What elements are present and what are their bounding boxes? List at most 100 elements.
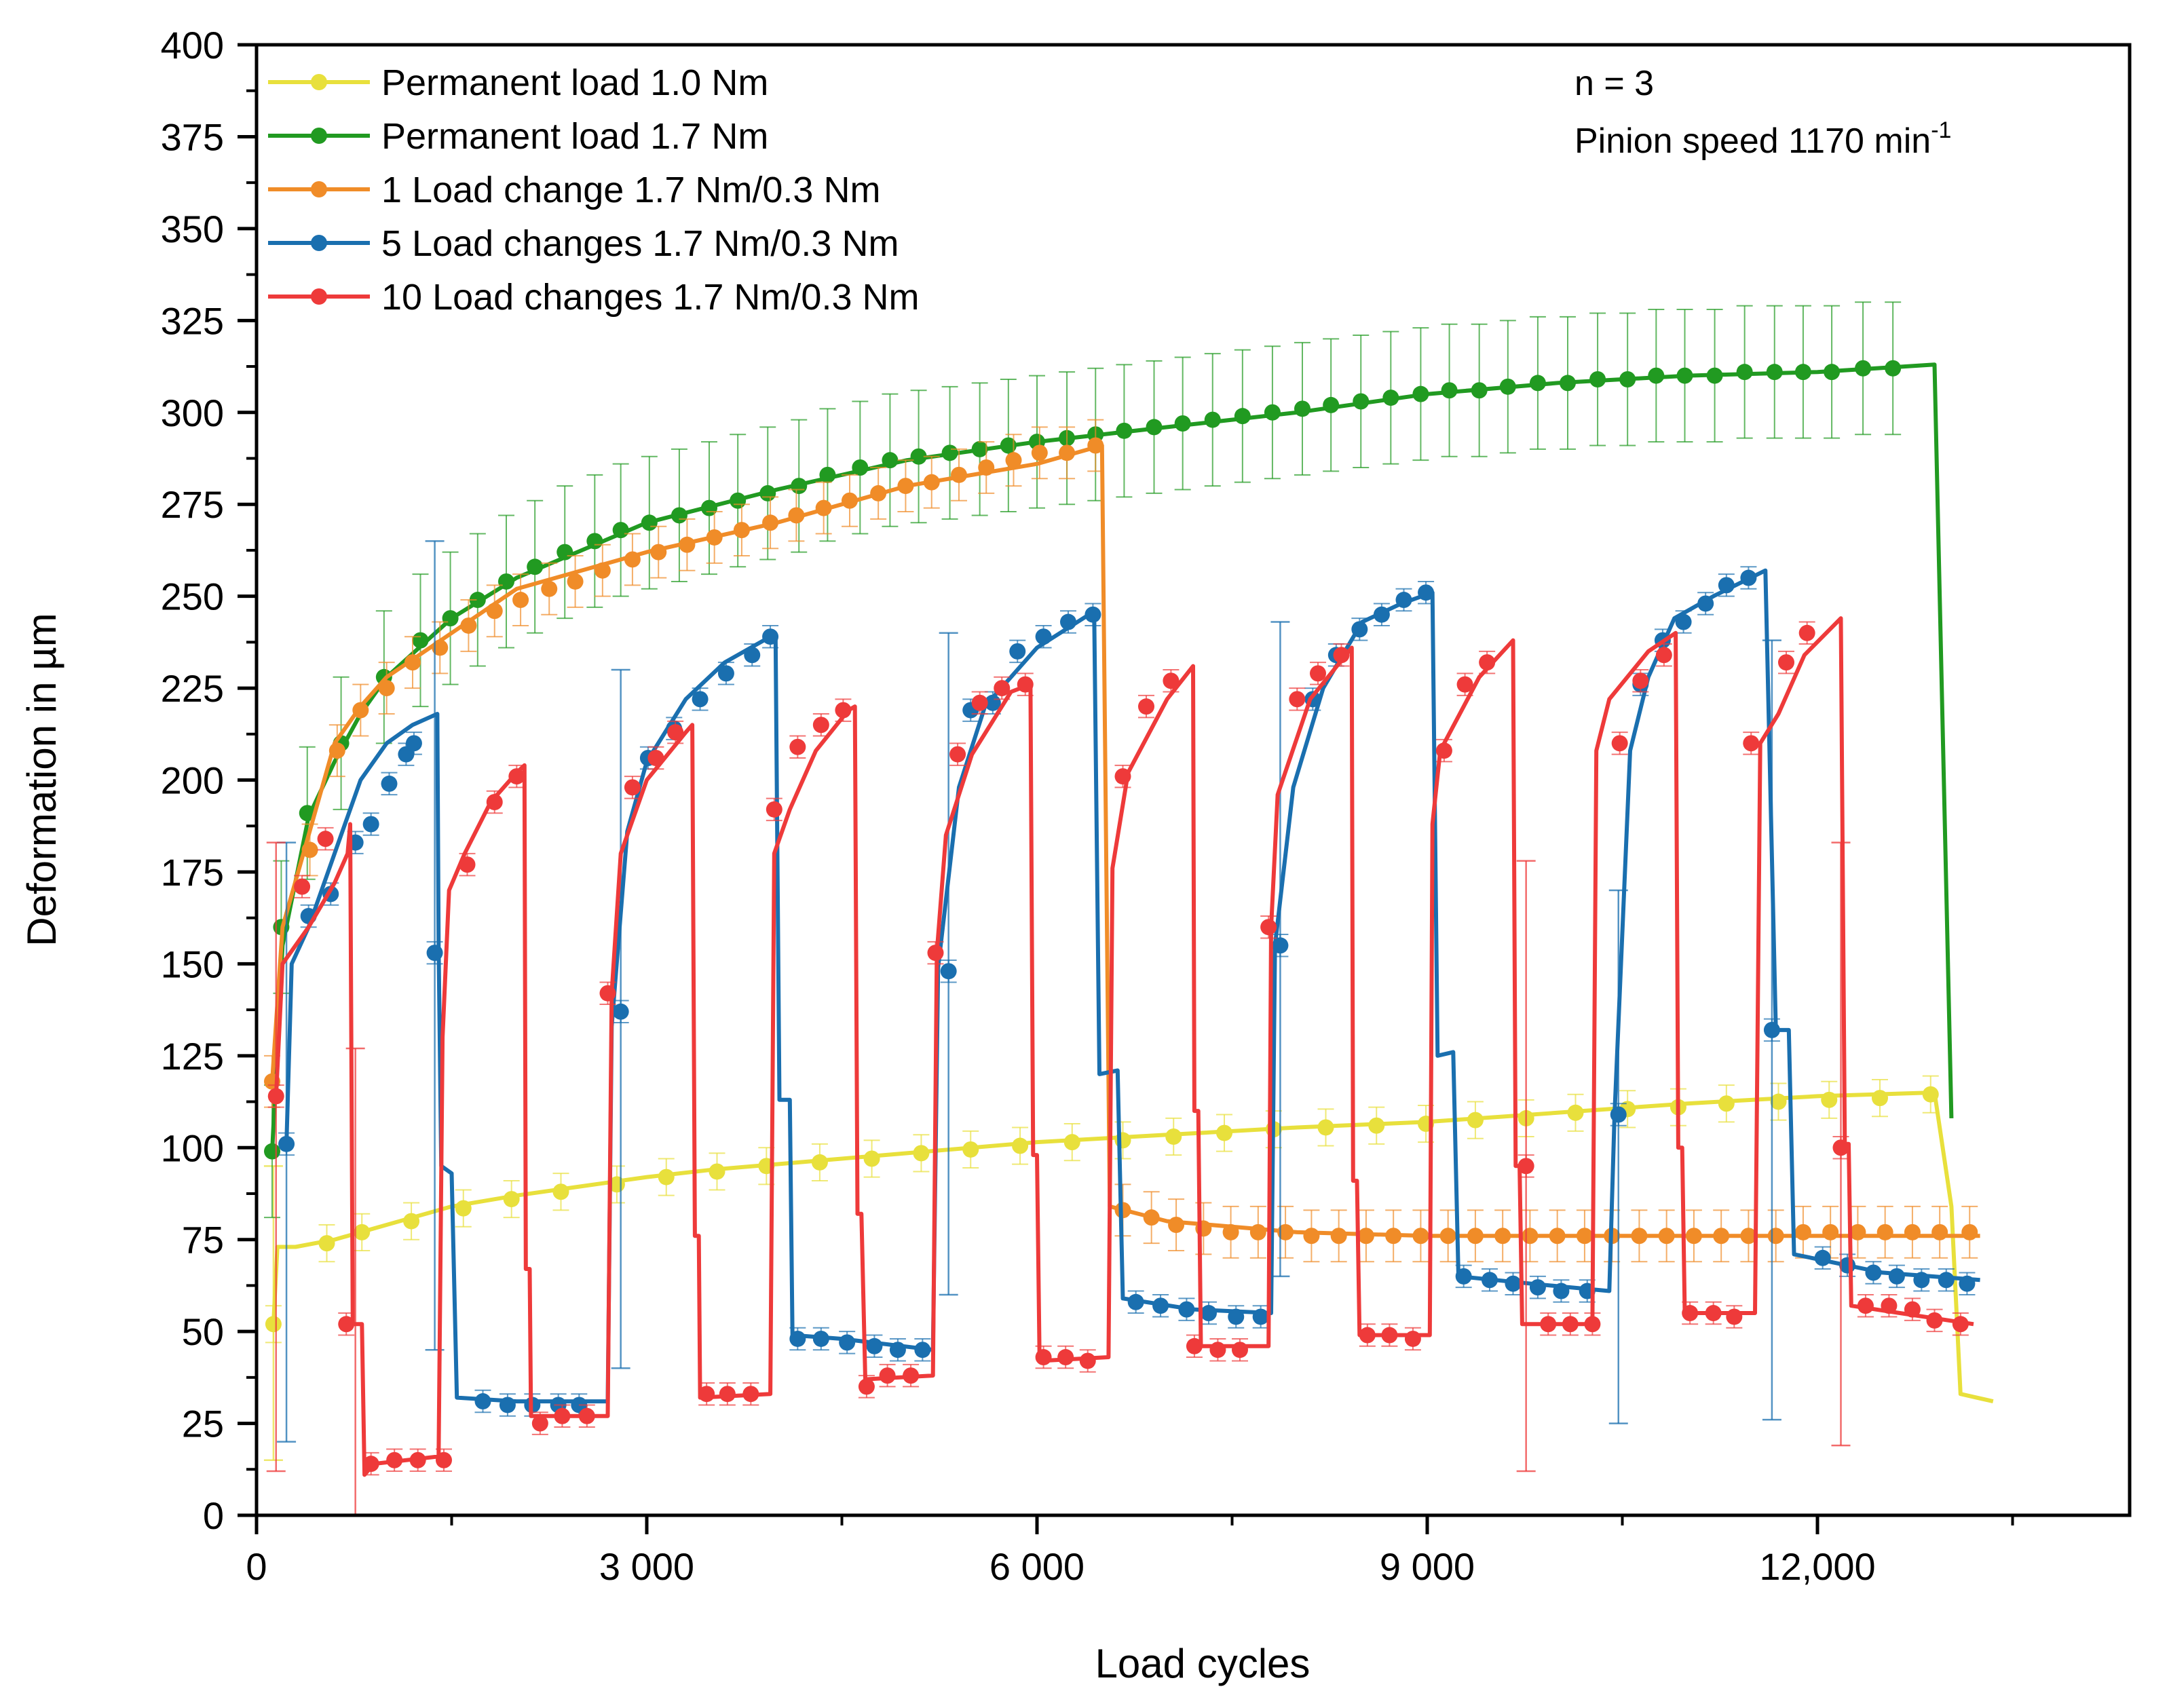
data-point	[658, 1169, 675, 1185]
data-point	[1676, 367, 1693, 384]
data-point	[1351, 621, 1368, 638]
data-point	[641, 514, 658, 531]
legend-item-5: 10 Load changes 1.7 Nm/0.3 Nm	[268, 277, 919, 318]
data-point	[1178, 1301, 1195, 1318]
data-point	[1631, 1228, 1648, 1245]
data-point	[733, 522, 750, 539]
x-axis-title: Load cycles	[1095, 1641, 1310, 1686]
data-point	[1529, 375, 1546, 392]
data-point	[1031, 444, 1048, 461]
data-point	[962, 1141, 979, 1158]
data-point	[1553, 1283, 1570, 1299]
data-point	[1798, 624, 1815, 641]
data-point	[1740, 569, 1757, 586]
data-point	[667, 724, 684, 741]
data-point	[719, 1386, 736, 1403]
legend-label: 10 Load changes 1.7 Nm/0.3 Nm	[381, 277, 919, 318]
data-point	[941, 444, 958, 461]
data-point	[1705, 1305, 1722, 1322]
data-point	[294, 878, 311, 895]
y-tick-label: 200	[161, 759, 224, 802]
data-point	[455, 1200, 472, 1217]
data-point	[897, 478, 914, 495]
y-tick-label: 400	[161, 24, 224, 67]
legend: Permanent load 1.0 Nm Permanent load 1.7 …	[268, 62, 919, 318]
data-point	[1418, 584, 1435, 601]
data-point	[1368, 1117, 1385, 1134]
data-point	[624, 551, 641, 568]
data-point	[378, 680, 395, 697]
data-point	[819, 466, 836, 483]
data-point	[811, 1154, 828, 1171]
legend-swatch-marker	[311, 235, 327, 251]
data-point	[1675, 613, 1692, 630]
y-tick-label: 250	[161, 575, 224, 618]
data-point	[1232, 1342, 1248, 1359]
data-point	[1832, 1139, 1849, 1156]
data-point	[1718, 1095, 1735, 1112]
data-point	[1359, 1327, 1376, 1344]
y-axis-title: Deformation in µm	[19, 613, 64, 946]
data-point	[863, 1150, 880, 1167]
data-point	[910, 448, 927, 465]
data-point	[1549, 1228, 1566, 1245]
data-point	[1685, 1228, 1702, 1245]
data-point	[1814, 1249, 1831, 1266]
data-point	[717, 665, 734, 682]
data-point	[1209, 1342, 1226, 1359]
data-point	[1057, 1349, 1074, 1366]
data-point	[486, 603, 503, 620]
y-tick-label: 350	[161, 208, 224, 250]
legend-item-3: 1 Load change 1.7 Nm/0.3 Nm	[268, 170, 880, 210]
data-point	[1222, 1223, 1239, 1240]
data-point	[499, 1397, 516, 1413]
y-tick-label: 150	[161, 943, 224, 985]
data-point	[1682, 1305, 1699, 1322]
y-tick-label: 375	[161, 115, 224, 158]
data-point	[432, 639, 449, 656]
y-tick-label: 325	[161, 299, 224, 342]
data-point	[1658, 1228, 1675, 1245]
data-point	[1881, 1297, 1898, 1314]
x-tick-label: 0	[246, 1545, 267, 1588]
data-point	[1567, 1104, 1584, 1121]
data-point	[460, 617, 477, 634]
data-point	[1012, 1137, 1029, 1154]
data-point	[264, 1143, 280, 1160]
data-point	[1116, 422, 1133, 439]
data-point	[1517, 1158, 1534, 1175]
series-line	[284, 568, 1980, 1404]
data-point	[469, 592, 486, 609]
data-point	[1876, 1223, 1893, 1240]
data-point	[381, 775, 398, 792]
data-point	[903, 1367, 920, 1384]
data-point	[698, 1386, 715, 1403]
data-point	[744, 647, 761, 664]
data-point	[1931, 1223, 1948, 1240]
data-point	[1204, 411, 1221, 428]
y-tick-label: 225	[161, 667, 224, 710]
legend-label: Permanent load 1.7 Nm	[381, 116, 768, 157]
data-point	[405, 735, 422, 752]
data-point	[978, 459, 995, 476]
data-point	[692, 691, 709, 708]
data-point	[1186, 1337, 1203, 1354]
data-point	[1412, 1228, 1429, 1245]
data-point	[1740, 1228, 1757, 1245]
data-point	[362, 816, 379, 833]
data-point	[1084, 606, 1101, 623]
data-point	[1540, 1316, 1557, 1333]
data-point	[1904, 1301, 1921, 1318]
data-point	[913, 1145, 930, 1162]
annotation-speed-text: Pinion speed 1170 min	[1574, 121, 1931, 161]
data-point	[486, 794, 503, 811]
data-point	[1174, 415, 1191, 432]
annotation-speed: Pinion speed 1170 min-1	[1574, 117, 1951, 161]
data-point	[866, 1337, 883, 1354]
data-point	[328, 742, 345, 759]
data-point	[1272, 937, 1289, 954]
data-point	[1114, 768, 1131, 785]
data-point	[1888, 1268, 1905, 1285]
data-point	[1961, 1223, 1978, 1240]
data-point	[1330, 1228, 1347, 1245]
